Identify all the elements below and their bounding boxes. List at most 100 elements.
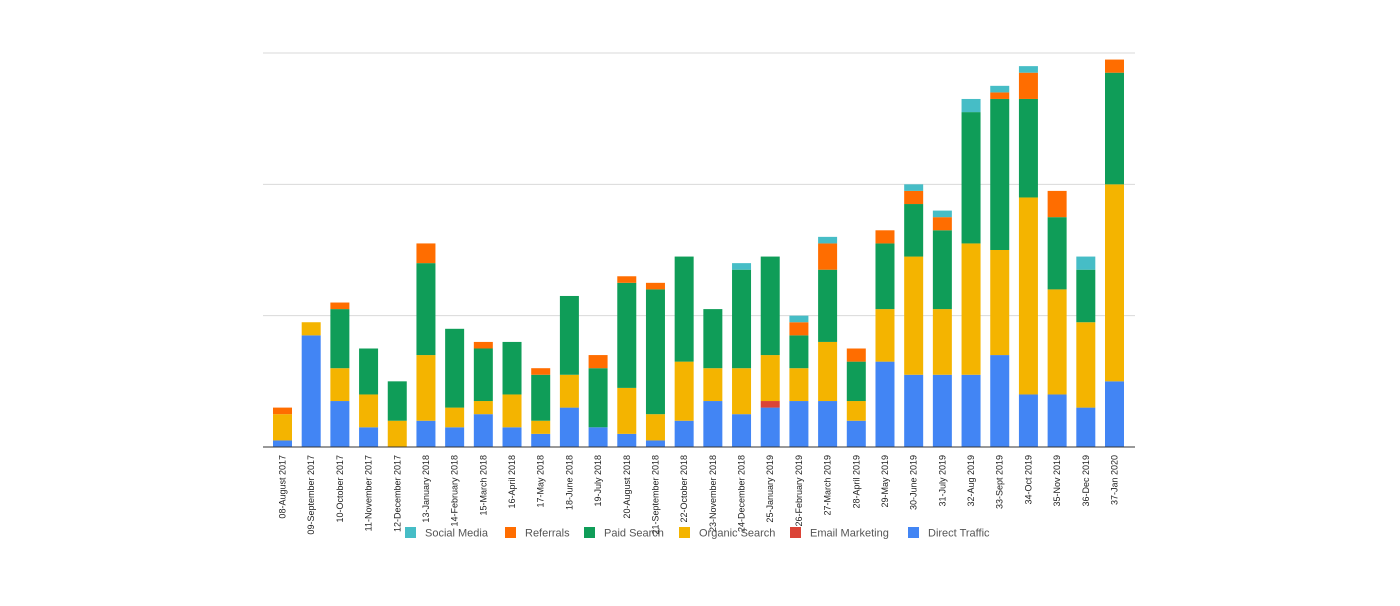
bar-organic-search-24 [932, 309, 952, 375]
bar-direct-traffic-17 [732, 414, 752, 447]
bar-direct-traffic-30 [1105, 381, 1124, 447]
x-tick-label: 31-July 2019 [937, 455, 947, 507]
x-tick-label: 24-December 2018 [737, 455, 747, 532]
bar-direct-traffic-7 [445, 427, 465, 447]
bar-organic-search-29 [1076, 322, 1096, 408]
bar-direct-traffic-21 [846, 420, 866, 447]
bar-direct-traffic-25 [961, 374, 981, 447]
bar-paid-search-29 [1076, 269, 1096, 323]
gridlines [263, 52, 1135, 317]
bar-organic-search-2 [301, 322, 321, 336]
x-tick-label: 20-August 2018 [622, 455, 632, 519]
bar-referrals-14 [645, 282, 665, 290]
bar-referrals-30 [1105, 59, 1124, 73]
bar-paid-search-13 [617, 282, 637, 388]
legend-item-social-media: Social Media [405, 527, 489, 540]
bar-organic-search-7 [445, 407, 465, 428]
bar-organic-search-1 [273, 414, 292, 441]
bar-organic-search-13 [617, 387, 637, 434]
legend-swatch [679, 527, 690, 538]
legend-swatch [584, 527, 595, 538]
bar-paid-search-12 [588, 368, 608, 428]
bar-organic-search-10 [531, 420, 551, 434]
bar-direct-traffic-27 [1018, 394, 1038, 447]
x-tick-label: 08-August 2017 [278, 455, 288, 519]
bar-social-media-24 [932, 210, 952, 218]
bar-paid-search-11 [559, 295, 579, 375]
bar-social-media-23 [904, 184, 924, 191]
bar-direct-traffic-20 [818, 401, 838, 447]
legend-swatch [908, 527, 919, 538]
x-tick-label: 33-Sept 2019 [995, 455, 1005, 509]
x-tick-label: 10-October 2017 [335, 455, 345, 523]
bar-social-media-20 [818, 236, 838, 244]
bar-direct-traffic-16 [703, 401, 723, 447]
bar-paid-search-18 [760, 256, 780, 356]
bar-direct-traffic-13 [617, 433, 637, 447]
bar-direct-traffic-18 [760, 407, 780, 447]
bar-social-media-17 [732, 263, 752, 270]
bar-direct-traffic-23 [904, 374, 924, 447]
legend-label: Referrals [525, 528, 570, 540]
bar-email-marketing-18 [760, 401, 780, 408]
bar-paid-search-28 [1047, 217, 1067, 290]
legend-swatch [405, 527, 416, 538]
bar-paid-search-25 [961, 112, 981, 244]
bar-organic-search-21 [846, 401, 866, 421]
bar-referrals-6 [416, 243, 436, 264]
x-tick-label: 28-April 2019 [851, 455, 861, 509]
x-tick-label: 32-Aug 2019 [966, 455, 976, 507]
bar-organic-search-16 [703, 368, 723, 402]
bar-organic-search-3 [330, 368, 350, 402]
bar-organic-search-26 [990, 250, 1010, 356]
bar-organic-search-8 [473, 401, 493, 415]
bar-referrals-13 [617, 276, 637, 283]
bar-organic-search-20 [818, 341, 838, 402]
bar-organic-search-15 [674, 361, 694, 421]
legend-swatch [505, 527, 516, 538]
bar-paid-search-21 [846, 361, 866, 402]
bar-paid-search-24 [932, 230, 952, 310]
bar-organic-search-18 [760, 355, 780, 402]
bar-direct-traffic-1 [273, 440, 292, 447]
bar-referrals-23 [904, 190, 924, 205]
bar-direct-traffic-10 [531, 433, 551, 447]
x-tick-label: 19-July 2018 [593, 455, 603, 507]
x-tick-label: 17-May 2018 [536, 455, 546, 508]
bar-direct-traffic-8 [473, 414, 493, 447]
bar-social-media-26 [990, 85, 1010, 93]
bar-direct-traffic-12 [588, 427, 608, 447]
bar-referrals-21 [846, 348, 866, 362]
bar-paid-search-5 [387, 381, 407, 421]
x-tick-label: 36-Dec 2019 [1081, 455, 1091, 507]
bar-organic-search-11 [559, 374, 579, 408]
bar-referrals-24 [932, 217, 952, 231]
bar-paid-search-30 [1105, 72, 1124, 185]
bar-paid-search-26 [990, 98, 1010, 250]
x-tick-label: 22-October 2018 [679, 455, 689, 523]
bar-paid-search-16 [703, 309, 723, 369]
legend-item-paid-search: Paid Search [584, 527, 664, 540]
bar-referrals-19 [789, 322, 809, 336]
legend-item-direct-traffic: Direct Traffic [908, 527, 990, 540]
x-tick-label: 23-November 2018 [708, 455, 718, 532]
legend-label: Social Media [425, 528, 489, 540]
legend-item-organic-search: Organic Search [679, 527, 775, 540]
bar-direct-traffic-22 [875, 361, 895, 447]
bars [273, 59, 1124, 447]
bar-referrals-28 [1047, 190, 1067, 218]
legend-label: Organic Search [699, 528, 775, 540]
bar-organic-search-28 [1047, 289, 1067, 395]
bar-organic-search-17 [732, 368, 752, 415]
x-tick-label: 30-June 2019 [909, 455, 919, 510]
bar-organic-search-23 [904, 256, 924, 375]
bar-paid-search-22 [875, 243, 895, 310]
bar-referrals-22 [875, 230, 895, 244]
x-tick-label: 21-September 2018 [650, 455, 660, 535]
bar-paid-search-4 [359, 348, 379, 395]
bar-paid-search-23 [904, 204, 924, 257]
x-tick-label: 18-June 2018 [564, 455, 574, 510]
bar-organic-search-30 [1105, 184, 1124, 382]
